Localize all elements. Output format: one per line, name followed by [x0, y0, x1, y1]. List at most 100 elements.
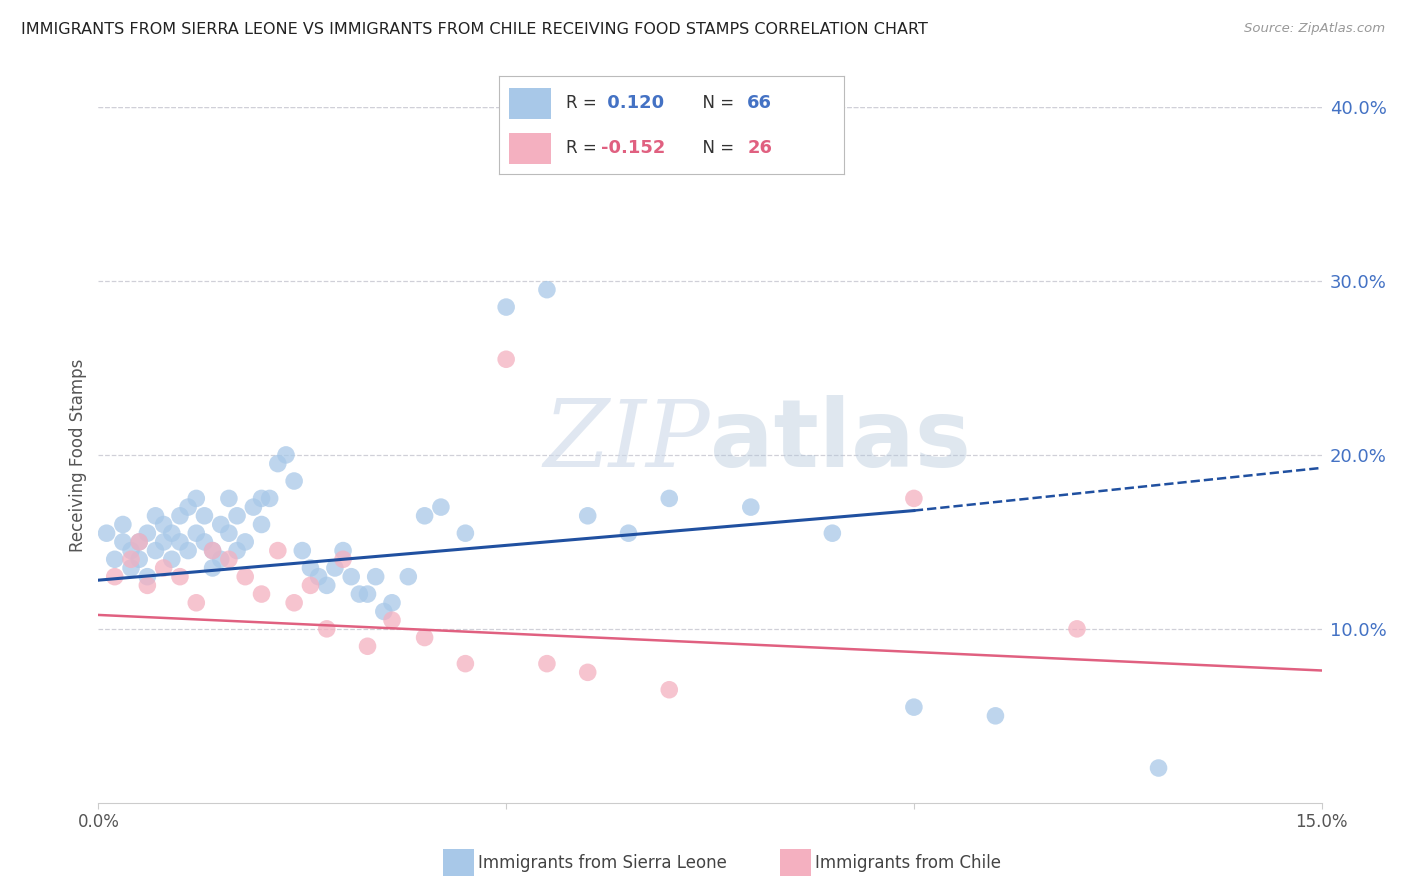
Point — [111, 517, 134, 532]
Text: R =: R = — [567, 139, 602, 157]
Point — [218, 526, 240, 541]
Point — [576, 508, 599, 523]
Point — [984, 708, 1007, 723]
Point — [120, 552, 142, 566]
FancyBboxPatch shape — [509, 87, 551, 119]
Text: 66: 66 — [747, 95, 772, 112]
Point — [111, 534, 134, 549]
Point — [120, 561, 142, 575]
Point — [177, 543, 200, 558]
Point — [186, 526, 208, 541]
Point — [299, 578, 322, 592]
Point — [381, 613, 404, 627]
Point — [233, 570, 256, 584]
Point — [128, 534, 150, 549]
Point — [315, 578, 337, 592]
Point — [242, 500, 264, 514]
Point — [152, 561, 174, 575]
Text: Immigrants from Sierra Leone: Immigrants from Sierra Leone — [478, 854, 727, 871]
Point — [186, 491, 208, 506]
Point — [323, 561, 346, 575]
Point — [315, 622, 337, 636]
Point — [201, 543, 224, 558]
Text: 26: 26 — [747, 139, 772, 157]
Point — [1066, 622, 1088, 636]
FancyBboxPatch shape — [509, 133, 551, 164]
Point — [128, 552, 150, 566]
Text: R =: R = — [567, 95, 602, 112]
Point — [299, 561, 322, 575]
Point — [209, 552, 232, 566]
Text: -0.152: -0.152 — [600, 139, 665, 157]
Point — [160, 526, 183, 541]
Point — [120, 543, 142, 558]
Y-axis label: Receiving Food Stamps: Receiving Food Stamps — [69, 359, 87, 551]
Point — [332, 543, 354, 558]
Point — [145, 543, 167, 558]
Point — [413, 631, 436, 645]
Text: Source: ZipAtlas.com: Source: ZipAtlas.com — [1244, 22, 1385, 36]
Point — [454, 526, 477, 541]
Point — [373, 605, 395, 619]
Point — [128, 534, 150, 549]
Point — [152, 534, 174, 549]
Point — [740, 500, 762, 514]
Point — [364, 570, 387, 584]
Point — [340, 570, 363, 584]
Text: N =: N = — [692, 95, 740, 112]
Point — [1147, 761, 1170, 775]
Point — [96, 526, 118, 541]
Point — [136, 578, 159, 592]
Point — [274, 448, 297, 462]
Point — [495, 352, 517, 367]
Point — [169, 570, 191, 584]
Point — [454, 657, 477, 671]
Point — [104, 570, 127, 584]
Point — [903, 491, 925, 506]
Point — [536, 657, 558, 671]
Point — [349, 587, 371, 601]
Point — [193, 508, 215, 523]
Point — [495, 300, 517, 314]
Point — [136, 526, 159, 541]
Point — [267, 457, 290, 471]
Point — [193, 534, 215, 549]
Point — [259, 491, 281, 506]
Point — [250, 491, 273, 506]
Text: ZIP: ZIP — [543, 396, 710, 486]
Point — [169, 534, 191, 549]
Point — [396, 570, 419, 584]
Point — [201, 561, 224, 575]
Point — [617, 526, 640, 541]
Point — [169, 508, 191, 523]
Point — [413, 508, 436, 523]
Point — [291, 543, 314, 558]
Text: atlas: atlas — [710, 395, 972, 487]
Point — [209, 517, 232, 532]
Point — [430, 500, 453, 514]
Point — [201, 543, 224, 558]
Point — [233, 534, 256, 549]
Point — [381, 596, 404, 610]
Point — [160, 552, 183, 566]
Point — [267, 543, 290, 558]
Point — [186, 596, 208, 610]
Point — [218, 491, 240, 506]
Point — [145, 508, 167, 523]
Point — [308, 570, 330, 584]
Point — [903, 700, 925, 714]
Point — [177, 500, 200, 514]
Text: N =: N = — [692, 139, 740, 157]
Point — [283, 474, 305, 488]
Point — [226, 543, 249, 558]
Point — [332, 552, 354, 566]
Point — [356, 639, 378, 653]
Point — [104, 552, 127, 566]
Point — [356, 587, 378, 601]
Point — [658, 491, 681, 506]
Point — [821, 526, 844, 541]
Point — [226, 508, 249, 523]
Point — [136, 570, 159, 584]
Point — [218, 552, 240, 566]
Point — [658, 682, 681, 697]
